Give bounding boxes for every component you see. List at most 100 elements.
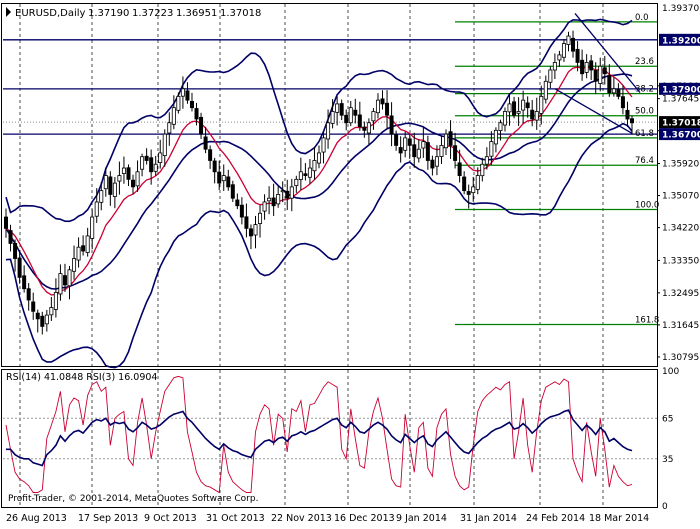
candle-body	[498, 122, 503, 131]
candle-body	[330, 111, 335, 124]
ohlc-high: 1.37223	[132, 8, 173, 19]
candle-body	[444, 133, 449, 149]
candle-body	[480, 163, 485, 177]
candle-body	[62, 275, 67, 286]
x-tick-label: 18 Mar 2014	[589, 513, 649, 524]
candle-body	[121, 167, 126, 174]
candle-body	[403, 137, 408, 151]
x-tick-label: 9 Jan 2014	[396, 513, 447, 524]
symbol-label: EURUSD,Daily	[15, 8, 86, 19]
candle-body	[339, 103, 344, 116]
candle-body	[484, 156, 489, 165]
candle-body	[126, 167, 131, 180]
candle-body	[466, 191, 471, 195]
ohlc-open: 1.37190	[88, 8, 129, 19]
bollinger-upper	[5, 18, 633, 223]
price-label: 1.37900	[662, 85, 700, 95]
candle-body	[35, 312, 40, 320]
candle-body	[40, 315, 45, 327]
candle-body	[244, 216, 249, 229]
candle-body	[434, 156, 439, 167]
y-tick-label: 1.32495	[662, 289, 699, 299]
y-tick-label: 1.35070	[662, 192, 699, 202]
candle-body	[239, 204, 244, 218]
candle-body	[226, 176, 231, 188]
candle-body	[189, 101, 194, 109]
fib-level-label: 38.2	[635, 85, 654, 95]
candle-body	[394, 134, 399, 146]
candle-body	[353, 109, 358, 116]
candle-body	[439, 145, 444, 157]
rsi14-line	[6, 409, 633, 467]
candle-body	[425, 142, 430, 161]
candle-body	[271, 197, 276, 207]
candle-body	[267, 197, 272, 202]
candle-body	[303, 173, 308, 176]
y-tick-label: 1.31645	[662, 321, 699, 331]
candle-body	[512, 101, 517, 116]
trendline-upper	[574, 13, 641, 94]
y-tick-top-partial: 1.39370	[662, 4, 699, 14]
y-tick-label: 1.30795	[662, 353, 699, 363]
candle-body	[607, 75, 612, 94]
candle-body	[312, 160, 317, 172]
candle-body	[502, 111, 507, 126]
candle-body	[385, 102, 390, 116]
candle-body	[285, 190, 290, 199]
candle-body	[516, 111, 521, 114]
candle-body	[144, 155, 149, 161]
candle-body	[94, 201, 99, 217]
candle-body	[108, 176, 113, 195]
rsi-tick-label: 0	[662, 502, 668, 512]
candle-body	[262, 201, 267, 212]
candle-body	[552, 62, 557, 71]
candle-body	[584, 62, 589, 73]
candle-body	[566, 35, 571, 45]
candle-body	[589, 60, 594, 71]
rsi-tick-label: 100	[662, 367, 679, 377]
candle-body	[389, 115, 394, 135]
candle-body	[230, 184, 235, 199]
candle-body	[81, 245, 86, 252]
candle-body	[326, 122, 331, 140]
candle-body	[561, 43, 566, 58]
main-panel-frame	[1, 3, 658, 367]
candle-body	[13, 243, 18, 259]
candle-body	[53, 292, 58, 310]
fib-level-label: 23.6	[635, 57, 654, 67]
price-label-box	[659, 82, 700, 95]
ohlc-close: 1.37018	[220, 8, 261, 19]
candle-body	[430, 159, 435, 169]
rsi-label: RSI(14) 41.0848 RSI(3) 16.0904	[6, 372, 157, 383]
candle-body	[4, 216, 9, 229]
candle-body	[457, 162, 462, 176]
rsi3-line	[5, 375, 633, 494]
candle-body	[571, 37, 576, 52]
candle-body	[507, 103, 512, 113]
candle-body	[307, 167, 312, 178]
price-label-box	[659, 116, 700, 129]
rsi-tick-label: 65	[662, 414, 673, 424]
candle-body	[630, 118, 635, 124]
fib-level-label: 50.0	[635, 107, 654, 117]
candle-body	[76, 246, 81, 261]
candle-body	[8, 230, 13, 244]
x-tick-label: 17 Sep 2013	[78, 513, 138, 524]
candle-body	[99, 190, 104, 203]
rsi-tick-label: 35	[662, 455, 673, 465]
candle-body	[217, 171, 222, 184]
candle-body	[276, 194, 281, 205]
candle-body	[212, 160, 217, 173]
y-tick-label: 1.33350	[662, 256, 699, 266]
candle-body	[375, 99, 380, 114]
y-tick-label: 1.34220	[662, 224, 699, 234]
candle-body	[471, 186, 476, 194]
candle-body	[85, 235, 90, 253]
bollinger-lower	[5, 122, 633, 369]
candle-body	[539, 95, 544, 114]
candle-body	[548, 69, 553, 83]
candle-body	[58, 273, 63, 295]
candle-body	[248, 228, 253, 237]
candle-body	[117, 175, 122, 182]
